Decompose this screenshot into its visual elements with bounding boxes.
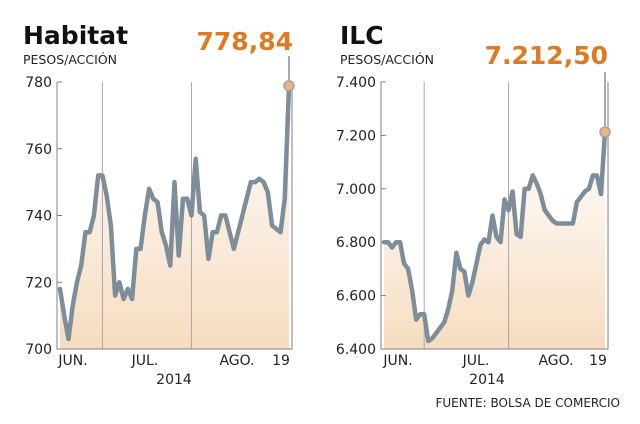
ilc-year-label: 2014 (469, 372, 505, 388)
source-note: FUENTE: BOLSA DE COMERCIO (435, 396, 620, 410)
ilc-x-tick-label-2: AGO. (538, 353, 573, 369)
habitat-y-tick-label-1: 720 (25, 275, 52, 291)
ilc-plot-area: 6.400 6.600 6.800 7.000 7.200 7.400 JUN. JUL. AG… (336, 72, 611, 369)
ilc-chart: ILC PESOS/ACCIÓN 7.212,50 6.400 6.600 6.80… (336, 21, 611, 388)
ilc-x-tick-label-1: JUL. (462, 353, 490, 369)
habitat-x-tick-label-0: JUN. (57, 353, 87, 369)
habitat-unit-label: PESOS/ACCIÓN (23, 52, 117, 67)
ilc-y-tick-label-4: 7.200 (336, 128, 376, 144)
ilc-title: ILC (340, 21, 384, 50)
habitat-x-tick-label-1: JUL. (131, 353, 159, 369)
habitat-x-tick-label-3: 19 (272, 353, 290, 369)
habitat-chart: Habitat PESOS/ACCIÓN 778,84 700 720 740 760… (23, 21, 295, 388)
ilc-y-tick-label-1: 6.600 (336, 289, 376, 305)
ilc-y-tick-label-0: 6.400 (336, 342, 376, 358)
ilc-area-fill (384, 132, 605, 349)
ilc-x-tick-label-0: JUN. (382, 353, 412, 369)
ilc-unit-label: PESOS/ACCIÓN (340, 52, 434, 67)
habitat-title: Habitat (23, 21, 128, 50)
ilc-last-value: 7.212,50 (485, 41, 608, 70)
ilc-plot-frame (380, 82, 609, 350)
ilc-last-value-marker (599, 126, 611, 138)
ilc-x-tick-label-3: 19 (589, 353, 607, 369)
ilc-y-tick-label-3: 7.000 (336, 182, 376, 198)
habitat-y-tick-label-3: 760 (25, 142, 52, 158)
habitat-last-value-marker (283, 80, 295, 92)
habitat-y-tick-label-2: 740 (25, 209, 52, 225)
ilc-y-tick-label-2: 6.800 (336, 235, 376, 251)
ilc-price-line (381, 129, 608, 344)
habitat-plot-area: 700 720 740 760 780 JUN. JUL. AGO. 19 (25, 56, 295, 369)
habitat-year-label: 2014 (156, 372, 192, 388)
habitat-x-tick-label-2: AGO. (219, 353, 254, 369)
habitat-price-line (57, 83, 292, 342)
habitat-y-tick-label-0: 700 (25, 342, 52, 358)
habitat-y-tick-label-4: 780 (25, 75, 52, 91)
ilc-y-tick-label-5: 7.400 (336, 75, 376, 91)
habitat-last-value: 778,84 (197, 27, 293, 56)
